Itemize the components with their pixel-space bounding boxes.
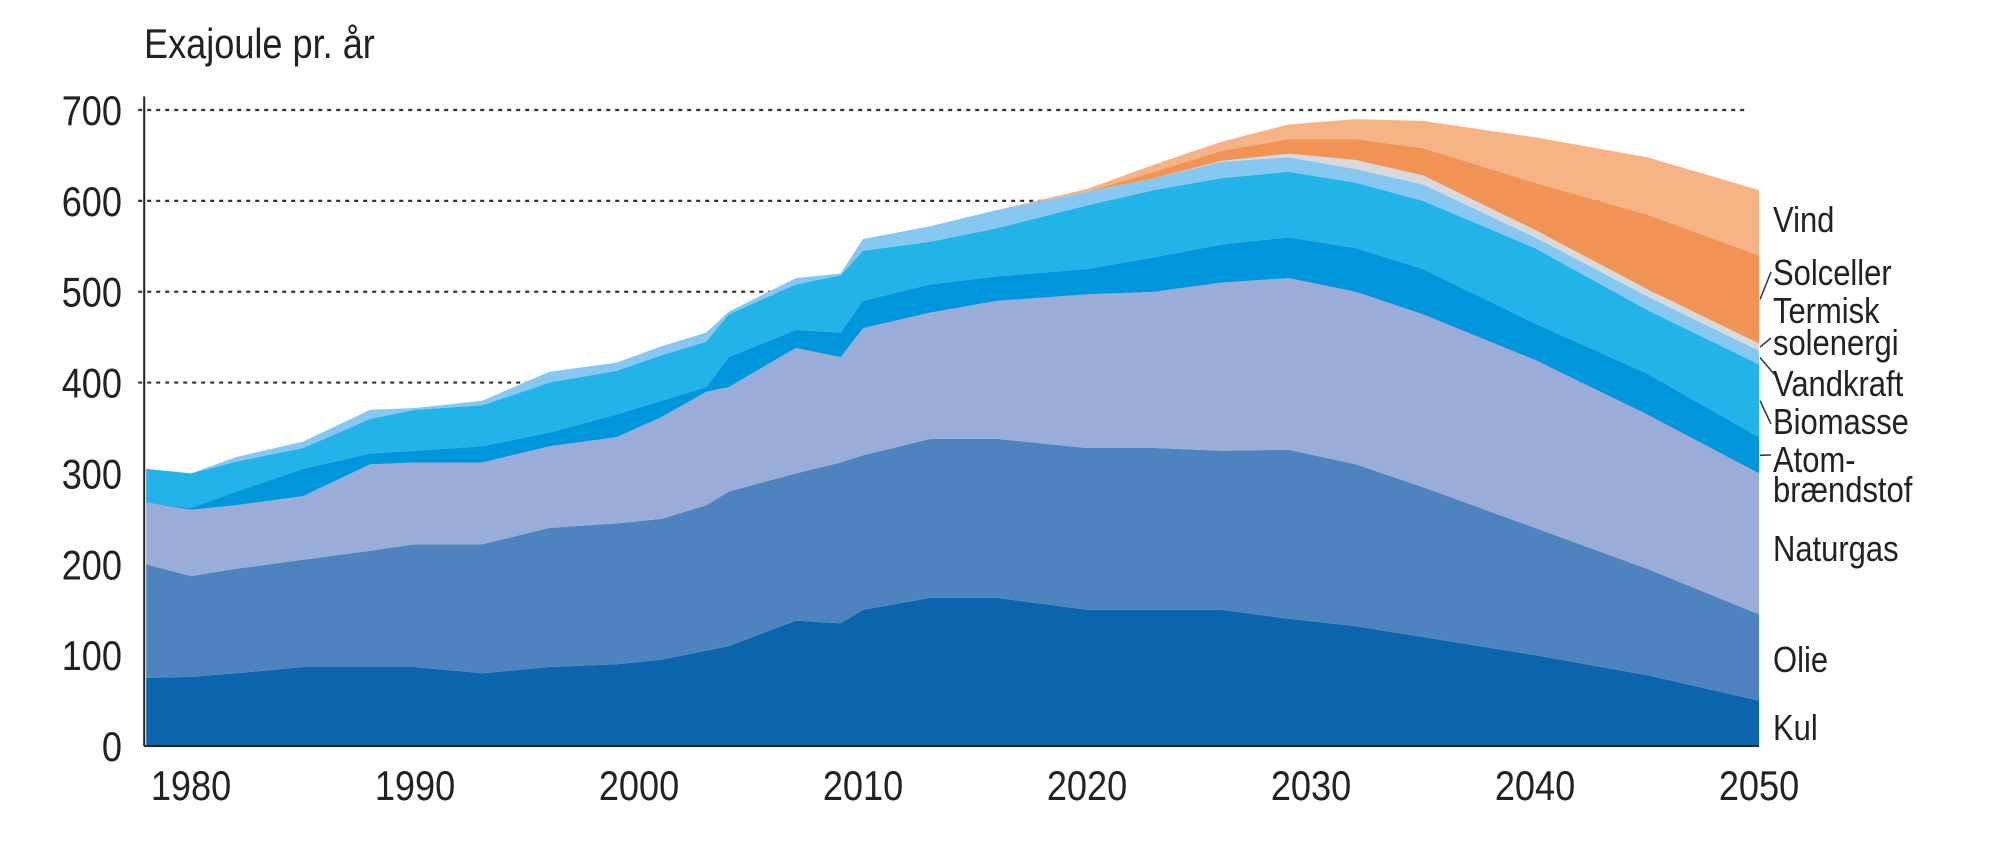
x-tick-2000: 2000	[599, 764, 679, 810]
series-label-atom-brændstof: Atom-	[1773, 441, 1856, 481]
x-tick-2030: 2030	[1271, 764, 1351, 810]
leader-line	[1759, 337, 1772, 348]
x-tick-2040: 2040	[1495, 764, 1575, 810]
leader-line	[1759, 400, 1772, 425]
area-atom-brændstof	[146, 237, 1760, 510]
area-olie	[146, 438, 1760, 701]
x-tick-2050: 2050	[1719, 764, 1799, 810]
x-tick-2020: 2020	[1047, 764, 1127, 810]
x-tick-2010: 2010	[823, 764, 903, 810]
y-tick-700: 700	[62, 89, 122, 135]
series-labels: Kul Olie Naturgas Atom-brændstof BiomasseVan…	[1759, 201, 1913, 749]
series-label-termisk-solenergi: Termisk	[1773, 292, 1880, 332]
y-tick-600: 600	[62, 179, 122, 225]
area-naturgas	[146, 278, 1760, 615]
y-tick-400: 400	[62, 361, 122, 407]
y-tick-500: 500	[62, 270, 122, 316]
series-label-vind: Vind	[1773, 201, 1834, 241]
x-tick-1980: 1980	[151, 764, 231, 810]
series-label-termisk-solenergi: solenergi	[1773, 324, 1899, 364]
series-label-biomasse: Biomasse	[1773, 403, 1909, 443]
y-tick-100: 100	[62, 634, 122, 680]
y-tick-0: 0	[102, 725, 122, 771]
areas	[146, 119, 1760, 746]
y-axis-label: Exajoule pr. år	[144, 22, 375, 68]
series-label-atom-brændstof: brændstof	[1773, 471, 1913, 511]
series-label-solceller: Solceller	[1773, 254, 1892, 294]
series-label-olie: Olie	[1773, 641, 1828, 681]
y-tick-200: 200	[62, 543, 122, 589]
axes	[143, 96, 1759, 747]
area-vind	[146, 119, 1760, 474]
y-tick-300: 300	[62, 452, 122, 498]
area-biomasse	[146, 171, 1760, 509]
leader-line	[1759, 271, 1772, 300]
x-tick-labels: 1980 1990 2000 2010 2020 2030 2040 2050	[151, 764, 1799, 810]
series-label-vandkraft: Vandkraft	[1773, 365, 1904, 405]
leader-line	[1759, 357, 1776, 376]
series-label-naturgas: Naturgas	[1773, 530, 1899, 570]
area-kul	[146, 597, 1760, 746]
area-vandkraft	[146, 157, 1760, 474]
series-label-kul: Kul	[1773, 709, 1818, 749]
x-tick-1990: 1990	[375, 764, 455, 810]
y-tick-labels: 0 100 200 300 400 500 600 700	[62, 89, 122, 771]
